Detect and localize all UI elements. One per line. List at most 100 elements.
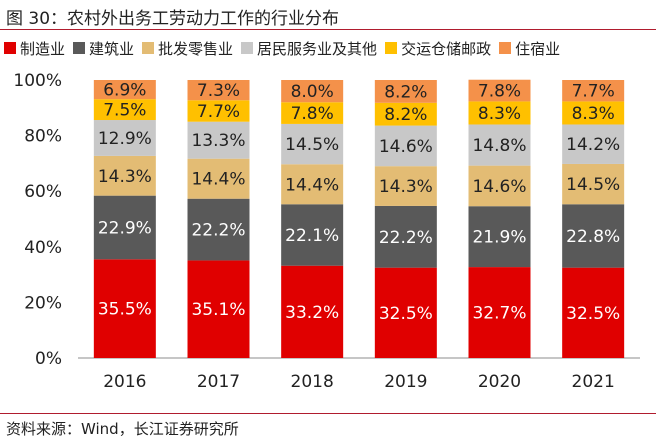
- x-tick-label: 2017: [197, 372, 240, 392]
- figure-title: 图 30：农村外出务工劳动力工作的行业分布: [6, 9, 340, 29]
- y-tick-label: 100%: [13, 71, 62, 91]
- bar-segment: [468, 79, 531, 102]
- bar-segment: [468, 206, 531, 268]
- bar-segment: [562, 80, 625, 102]
- bar-segment: [93, 155, 156, 196]
- bar-segment: [93, 259, 156, 358]
- data-label: 22.2%: [191, 221, 245, 241]
- legend-item: 交运仓储邮政: [385, 38, 491, 59]
- legend-swatch: [4, 42, 16, 54]
- data-label: 7.8%: [478, 82, 521, 102]
- legend-swatch: [73, 42, 86, 54]
- data-label: 8.3%: [478, 104, 521, 124]
- legend-label: 建筑业: [89, 39, 135, 58]
- y-tick-label: 60%: [24, 182, 62, 202]
- bar-segment: [281, 102, 344, 124]
- bar-segment: [562, 267, 625, 358]
- data-label: 7.7%: [572, 82, 615, 102]
- y-tick-label: 40%: [24, 238, 62, 258]
- y-tick-label: 20%: [24, 293, 62, 313]
- bar-segment: [468, 101, 531, 125]
- legend-swatch: [241, 42, 254, 54]
- data-label: 32.5%: [379, 304, 433, 324]
- data-label: 21.9%: [472, 228, 526, 248]
- data-label: 8.0%: [291, 82, 334, 102]
- data-label: 14.5%: [285, 135, 339, 155]
- bar-segment: [281, 164, 344, 205]
- figure-title-bar: 图 30：农村外出务工劳动力工作的行业分布: [0, 0, 656, 30]
- bar-segment: [187, 80, 250, 101]
- data-label: 7.5%: [103, 101, 146, 121]
- x-tick-label: 2016: [103, 372, 146, 392]
- data-label: 14.6%: [472, 177, 526, 197]
- data-label: 8.2%: [384, 82, 427, 102]
- data-label: 7.8%: [291, 104, 334, 124]
- data-label: 13.3%: [191, 131, 245, 151]
- bar-segment: [374, 267, 437, 358]
- data-label: 14.3%: [379, 177, 433, 197]
- data-label: 35.5%: [98, 300, 152, 320]
- x-tick-label: 2020: [478, 372, 521, 392]
- legend-swatch: [499, 42, 512, 54]
- legend-label: 制造业: [20, 39, 66, 58]
- bar-segment: [374, 125, 437, 167]
- stacked-bar-chart: 0% 20% 40% 60% 80% 100% 35.5% 22.9% 14.3% 12.9% 7.…: [13, 71, 640, 392]
- data-label: 22.8%: [566, 227, 620, 247]
- bar-segment: [93, 120, 156, 156]
- data-label: 22.1%: [285, 226, 339, 246]
- y-tick-label: 0%: [35, 349, 62, 369]
- legend-label: 交运仓储邮政: [401, 39, 492, 58]
- legend-label: 住宿业: [515, 39, 561, 58]
- bar-segment: [562, 124, 625, 164]
- bar-segment: [93, 99, 156, 121]
- legend-swatch: [142, 42, 155, 54]
- bar-segment: [562, 163, 625, 205]
- data-label: 8.2%: [384, 105, 427, 125]
- bar-segment: [281, 80, 344, 103]
- bar-segment: [562, 204, 625, 268]
- bar-segment: [187, 158, 250, 199]
- legend-item: 建筑业: [73, 38, 134, 59]
- legend-label: 批发零售业: [158, 39, 234, 58]
- legend-item: 住宿业: [499, 38, 560, 59]
- bar-segment: [468, 124, 531, 166]
- data-label: 14.3%: [98, 167, 152, 187]
- bar-segment: [374, 80, 437, 103]
- data-label: 14.2%: [566, 135, 620, 155]
- data-label: 14.4%: [191, 170, 245, 190]
- data-label: 6.9%: [103, 81, 146, 101]
- legend-item: 制造业: [4, 38, 65, 59]
- data-label: 35.1%: [191, 300, 245, 320]
- source-note: 资料来源：Wind，长江证券研究所: [6, 420, 239, 438]
- y-tick-label: 80%: [24, 127, 62, 147]
- data-label: 7.7%: [197, 102, 240, 122]
- x-tick-label: 2018: [291, 372, 334, 392]
- bar-segment: [374, 166, 437, 206]
- data-label: 7.3%: [197, 81, 240, 101]
- bar-segment: [187, 121, 250, 159]
- legend-label: 居民服务业及其他: [257, 39, 378, 58]
- bar-segment: [468, 165, 531, 207]
- legend-item: 批发零售业: [142, 38, 233, 59]
- bar-segment: [468, 267, 531, 358]
- x-tick-label: 2019: [384, 372, 427, 392]
- data-label: 8.3%: [572, 104, 615, 124]
- bar-segment: [187, 198, 250, 261]
- bar-segment: [374, 102, 437, 126]
- data-label: 14.6%: [379, 137, 433, 157]
- data-label: 14.8%: [472, 136, 526, 156]
- data-label: 14.5%: [566, 175, 620, 195]
- bar-segment: [187, 100, 250, 122]
- data-label: 32.5%: [566, 304, 620, 324]
- bar-segment: [281, 265, 344, 358]
- data-label: 22.2%: [379, 228, 433, 248]
- bar-segment: [187, 260, 250, 358]
- legend-swatch: [385, 42, 398, 54]
- chart-legend: 制造业 建筑业 批发零售业 居民服务业及其他 交运仓储邮政 住宿业: [4, 38, 568, 58]
- bar-segment: [374, 205, 437, 268]
- data-label: 32.7%: [472, 304, 526, 324]
- bar-segment: [281, 204, 344, 266]
- bar-segment: [93, 80, 156, 100]
- legend-item: 居民服务业及其他: [241, 38, 377, 59]
- data-label: 14.4%: [285, 175, 339, 195]
